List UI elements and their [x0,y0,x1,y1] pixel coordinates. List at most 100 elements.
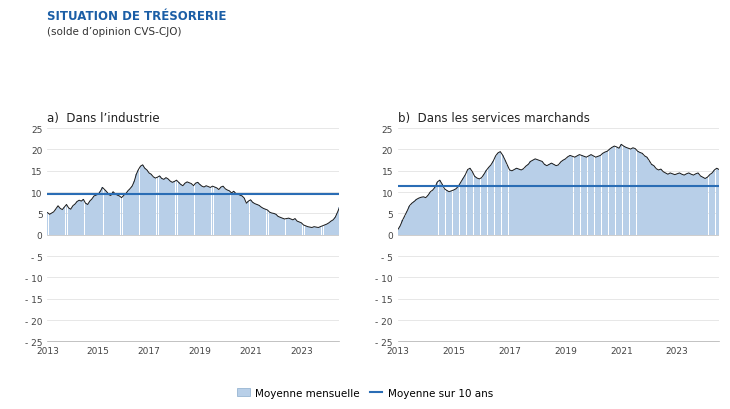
Bar [634,149,637,235]
Bar [186,182,188,235]
Bar [423,211,425,235]
Bar [292,220,294,235]
Bar [101,188,104,235]
Bar [699,176,702,235]
Bar [177,183,180,235]
Bar [222,187,224,235]
Bar [76,202,78,235]
Bar [87,205,88,235]
Bar [339,208,340,235]
Bar [275,215,277,235]
Bar [674,175,676,235]
Bar [387,167,389,235]
Bar [464,232,465,235]
Bar [548,165,550,235]
Bar [413,202,415,235]
Bar [690,175,692,235]
Bar [464,175,466,235]
Bar [681,175,683,235]
Bar [91,200,93,235]
Bar [613,147,615,235]
Bar [411,204,413,235]
Bar [715,169,718,235]
Bar [632,148,634,235]
Bar [450,229,453,235]
Bar [606,152,608,235]
Bar [558,165,559,235]
Bar [97,195,99,235]
Bar [116,196,118,235]
Bar [144,169,146,235]
Bar [250,200,252,235]
Bar [137,170,139,235]
Bar [504,160,506,235]
Bar [583,157,585,235]
Bar [718,170,720,235]
Bar [402,179,404,235]
Bar [172,183,173,235]
Bar [604,153,606,235]
Bar [466,170,469,235]
Bar [529,162,531,235]
Bar [72,206,74,235]
Bar [597,157,599,235]
Bar [148,173,150,235]
Bar [196,183,199,235]
Bar [641,154,643,235]
Bar [695,174,697,235]
Bar [408,206,410,235]
Bar [520,171,522,235]
Bar [525,167,527,235]
Bar [702,178,704,235]
Bar [379,157,380,235]
Bar [453,191,455,235]
Bar [483,175,485,235]
Bar [313,227,315,235]
Bar [212,187,213,235]
Bar [55,209,57,235]
Bar [711,173,713,235]
Legend: Moyenne mensuelle, Moyenne sur 10 ans: Moyenne mensuelle, Moyenne sur 10 ans [233,384,497,402]
Bar [368,183,370,235]
Bar [199,185,201,235]
Bar [431,191,434,235]
Bar [523,169,525,235]
Bar [341,203,342,235]
Bar [707,178,709,235]
Bar [450,191,453,235]
Bar [423,197,425,235]
Bar [518,170,520,235]
Bar [320,227,321,235]
Bar [169,182,171,235]
Bar [78,201,80,235]
Bar [231,193,233,235]
Bar [692,175,694,235]
Bar [431,221,434,235]
Bar [188,183,191,235]
Bar [182,186,184,235]
Bar [562,161,564,235]
Bar [49,215,50,235]
Bar [364,191,366,235]
Bar [611,148,613,235]
Bar [398,175,399,235]
Bar [391,171,393,235]
Bar [131,187,133,235]
Bar [427,196,429,235]
Bar [280,218,281,235]
Bar [564,160,566,235]
Bar [68,208,69,235]
Bar [135,175,137,235]
Bar [110,196,112,235]
Bar [123,196,125,235]
Bar [82,200,85,235]
Bar [254,204,256,235]
Bar [104,190,106,235]
Bar [457,187,459,235]
Bar [653,166,655,235]
Bar [233,192,234,235]
Bar [114,194,116,235]
Bar [311,228,313,235]
Bar [165,178,167,235]
Bar [460,183,462,235]
